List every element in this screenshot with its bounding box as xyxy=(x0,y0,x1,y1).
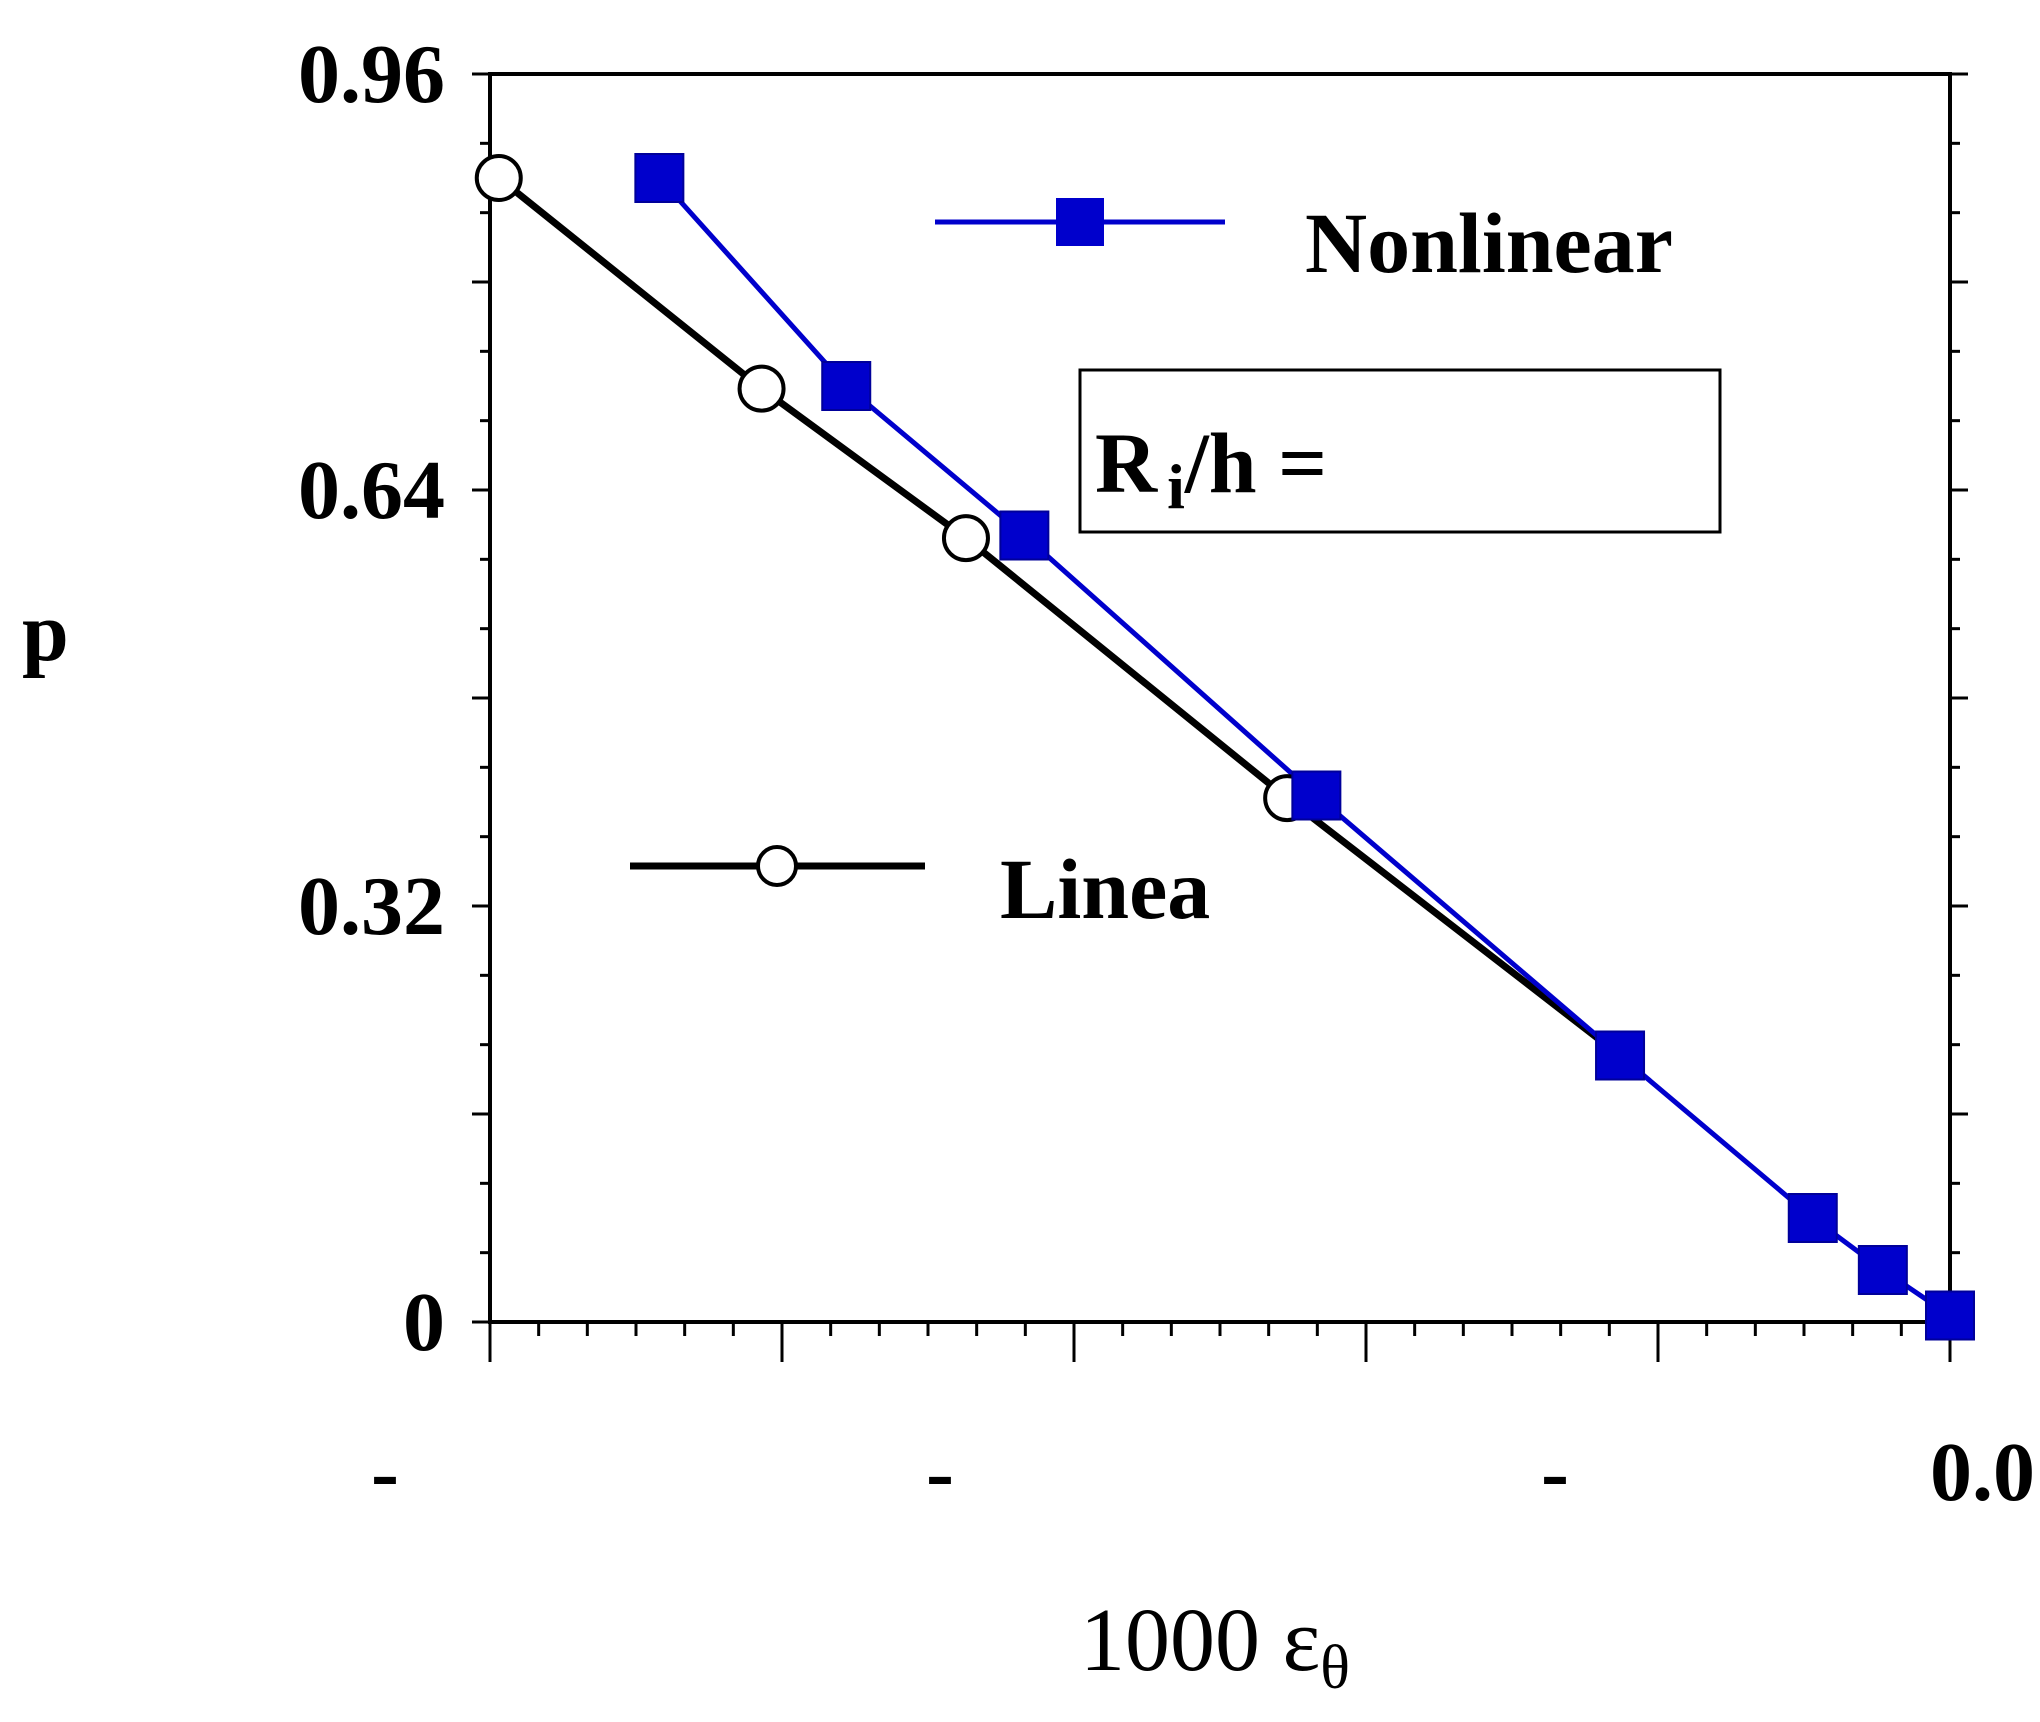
nonlinear-point xyxy=(1787,1193,1838,1243)
x-tick-label: - xyxy=(1541,1426,1569,1519)
annotation-prefix: R xyxy=(1095,415,1158,511)
nonlinear-point xyxy=(634,153,685,203)
y-tick-label: 0 xyxy=(403,1276,445,1369)
nonlinear-point xyxy=(1857,1245,1908,1295)
annotation-box xyxy=(1078,368,1722,534)
legend-marker-linear xyxy=(756,845,798,887)
plot-frame xyxy=(488,72,1952,1324)
series-line-nonlinear xyxy=(657,176,1952,1318)
nonlinear-point xyxy=(1291,770,1342,821)
annotation-subscript: i xyxy=(1167,451,1185,522)
y-axis-title: p xyxy=(22,586,69,679)
legend-label-nonlinear: Nonlinear xyxy=(1305,195,1673,291)
y-tick-label: 0.96 xyxy=(298,28,445,121)
nonlinear-point xyxy=(821,361,872,411)
legend-marker-nonlinear xyxy=(1056,198,1104,246)
linear-point xyxy=(941,514,990,563)
linear-point xyxy=(737,364,786,413)
linear-point xyxy=(474,154,523,202)
x-axis-title: 1000 εθ xyxy=(1080,1591,1350,1702)
x-axis-title-main: 1000 ε xyxy=(1080,1591,1320,1690)
x-tick-label: 0.0 xyxy=(1930,1426,2035,1519)
nonlinear-point xyxy=(1925,1290,1975,1341)
annotation-suffix: /h = xyxy=(1184,415,1327,511)
nonlinear-point xyxy=(999,510,1050,561)
x-tick-label: - xyxy=(926,1426,954,1519)
legend-label-linear: Linea xyxy=(1000,841,1210,937)
nonlinear-point xyxy=(1595,1030,1646,1081)
y-tick-label: 0.32 xyxy=(298,860,445,953)
x-axis-title-subscript: θ xyxy=(1320,1634,1350,1702)
y-tick-label: 0.64 xyxy=(298,444,445,537)
x-tick-label: - xyxy=(371,1426,399,1519)
